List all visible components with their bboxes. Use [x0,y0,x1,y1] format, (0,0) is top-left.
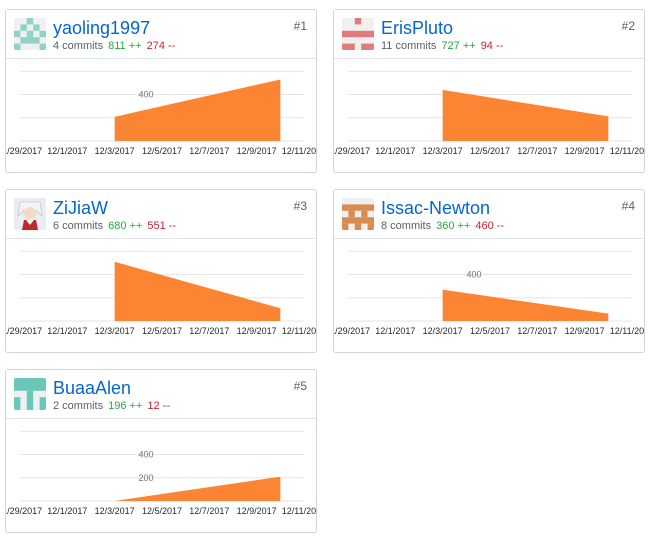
chart-svg: 11/29/2017 12/1/2017 12/3/2017 12/5/2017 12/… [334,70,645,156]
avatar[interactable] [14,378,46,410]
x-tick-label: 12/3/2017 [423,326,463,336]
contributor-card: Issac-Newton 8 commits 360 ++ 460 -- #4 40… [333,189,645,353]
commit-count: 11 commits [381,40,437,52]
x-tick-label: 11/29/2017 [334,326,370,336]
commit-count: 6 commits [53,220,104,232]
x-tick-label: 12/7/2017 [517,326,557,336]
contributor-card: ErisPluto 11 commits 727 ++ 94 -- #2 11/29… [333,9,645,173]
deletions-count: 274 -- [146,40,176,52]
x-tick-label: 12/3/2017 [95,326,135,336]
card-header: ZiJiaW 6 commits 680 ++ 551 -- #3 [6,190,316,239]
username-link[interactable]: ErisPluto [381,18,454,38]
rank-label: #4 [621,199,635,213]
rank-label: #5 [293,379,307,393]
x-tick-label: 12/7/2017 [189,146,229,156]
contributor-card: yaoling1997 4 commits 811 ++ 274 -- #1 400… [5,9,317,173]
x-tick-label: 12/1/2017 [47,326,87,336]
card-header: Issac-Newton 8 commits 360 ++ 460 -- #4 [334,190,644,239]
x-tick-label: 12/1/2017 [375,326,415,336]
username-link[interactable]: yaoling1997 [53,18,151,38]
area-series [114,261,281,321]
x-tick-label: 12/9/2017 [565,146,605,156]
avatar[interactable] [342,198,374,230]
x-tick-label: 12/7/2017 [517,146,557,156]
card-header: yaoling1997 4 commits 811 ++ 274 -- #1 [6,10,316,59]
contributor-card: ZiJiaW 6 commits 680 ++ 551 -- #3 11/29/20… [5,189,317,353]
commit-count: 4 commits [53,40,104,52]
x-tick-label: 12/5/2017 [470,146,510,156]
x-tick-label: 12/5/2017 [142,506,182,516]
deletions-count: 12 -- [147,400,171,412]
commit-count: 2 commits [53,400,104,412]
x-tick-label: 12/9/2017 [237,506,277,516]
x-tick-label: 12/7/2017 [189,326,229,336]
grid-value-label: 400 [138,450,153,460]
chart-svg: 11/29/2017 12/1/2017 12/3/2017 12/5/2017 12/… [6,250,317,336]
contribution-chart: 11/29/2017 12/1/2017 12/3/2017 12/5/2017 12/… [6,239,317,352]
commit-stats: 11 commits 727 ++ 94 -- [381,40,503,53]
area-series [114,79,281,141]
commit-count: 8 commits [381,220,432,232]
avatar[interactable] [342,18,374,50]
avatar[interactable] [14,198,46,230]
x-tick-label: 12/11/2017 [282,326,317,336]
x-tick-label: 12/9/2017 [565,326,605,336]
username-link[interactable]: ZiJiaW [53,198,108,218]
commit-stats: 8 commits 360 ++ 460 -- [381,220,504,233]
commit-stats: 2 commits 196 ++ 12 -- [53,400,170,413]
commit-stats: 4 commits 811 ++ 274 -- [53,40,175,53]
x-tick-label: 12/3/2017 [95,146,135,156]
x-tick-label: 11/29/2017 [6,506,42,516]
contribution-chart: 400 200 11/29/2017 12/1/2017 12/3/2017 12/5/2… [6,419,317,532]
contribution-chart: 400 11/29/2017 12/1/2017 12/3/2017 12/5/2017… [334,239,645,352]
chart-svg: 400 11/29/2017 12/1/2017 12/3/2017 12/5/2017… [6,70,317,156]
x-tick-label: 12/11/2017 [282,506,317,516]
x-tick-label: 12/1/2017 [375,146,415,156]
x-tick-label: 12/11/2017 [610,146,645,156]
contribution-chart: 11/29/2017 12/1/2017 12/3/2017 12/5/2017 12/… [334,59,645,172]
grid-value-label: 200 [138,473,153,483]
deletions-count: 551 -- [147,220,177,232]
chart-svg: 400 200 11/29/2017 12/1/2017 12/3/2017 12/5/2… [6,430,317,516]
x-tick-label: 12/1/2017 [47,146,87,156]
x-tick-label: 11/29/2017 [6,326,42,336]
rank-label: #1 [293,19,307,33]
grid-value-label: 400 [466,270,481,280]
additions-count: 196 ++ [108,400,143,412]
x-tick-label: 12/5/2017 [142,326,182,336]
x-tick-label: 12/9/2017 [237,146,277,156]
avatar[interactable] [14,18,46,50]
area-series [442,289,609,321]
rank-label: #3 [293,199,307,213]
card-header: ErisPluto 11 commits 727 ++ 94 -- #2 [334,10,644,59]
chart-svg: 400 11/29/2017 12/1/2017 12/3/2017 12/5/2017… [334,250,645,336]
commit-stats: 6 commits 680 ++ 551 -- [53,220,176,233]
x-tick-label: 11/29/2017 [6,146,42,156]
x-tick-label: 12/9/2017 [237,326,277,336]
deletions-count: 460 -- [475,220,505,232]
additions-count: 727 ++ [441,40,476,52]
x-tick-label: 12/7/2017 [189,506,229,516]
additions-count: 811 ++ [108,40,142,52]
additions-count: 680 ++ [108,220,143,232]
x-tick-label: 12/11/2017 [282,146,317,156]
x-tick-label: 12/3/2017 [423,146,463,156]
card-header: BuaaAlen 2 commits 196 ++ 12 -- #5 [6,370,316,419]
x-tick-label: 12/3/2017 [95,506,135,516]
area-series [442,89,609,141]
x-tick-label: 12/5/2017 [142,146,182,156]
x-tick-label: 12/11/2017 [610,326,645,336]
deletions-count: 94 -- [480,40,504,52]
x-tick-label: 11/29/2017 [334,146,370,156]
contribution-chart: 400 11/29/2017 12/1/2017 12/3/2017 12/5/2017… [6,59,317,172]
grid-value-label: 400 [138,90,153,100]
x-tick-label: 12/5/2017 [470,326,510,336]
username-link[interactable]: Issac-Newton [381,198,491,218]
username-link[interactable]: BuaaAlen [53,378,132,398]
additions-count: 360 ++ [436,220,471,232]
contributor-card: BuaaAlen 2 commits 196 ++ 12 -- #5 400 200 1… [5,369,317,533]
area-series [114,476,281,501]
x-tick-label: 12/1/2017 [47,506,87,516]
rank-label: #2 [621,19,635,33]
